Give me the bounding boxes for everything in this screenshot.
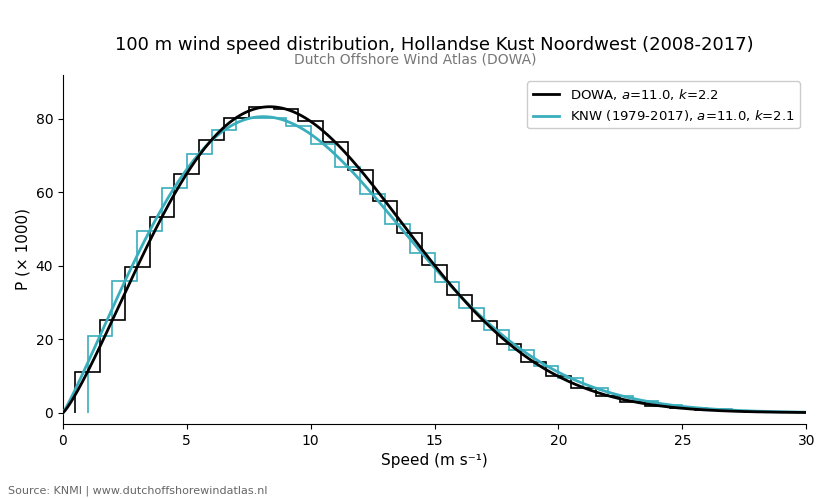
X-axis label: Speed (m s⁻¹): Speed (m s⁻¹) [381, 453, 488, 468]
Text: Dutch Offshore Wind Atlas (DOWA): Dutch Offshore Wind Atlas (DOWA) [294, 52, 536, 66]
Y-axis label: P (× 1000): P (× 1000) [15, 208, 30, 290]
Title: 100 m wind speed distribution, Hollandse Kust Noordwest (2008-2017): 100 m wind speed distribution, Hollandse… [115, 36, 754, 54]
Text: Source: KNMI | www.dutchoffshorewindatlas.nl: Source: KNMI | www.dutchoffshorewindatla… [8, 485, 268, 496]
Legend: DOWA, $a$=11.0, $k$=2.2, KNW (1979-2017), $a$=11.0, $k$=2.1: DOWA, $a$=11.0, $k$=2.2, KNW (1979-2017)… [527, 81, 799, 128]
